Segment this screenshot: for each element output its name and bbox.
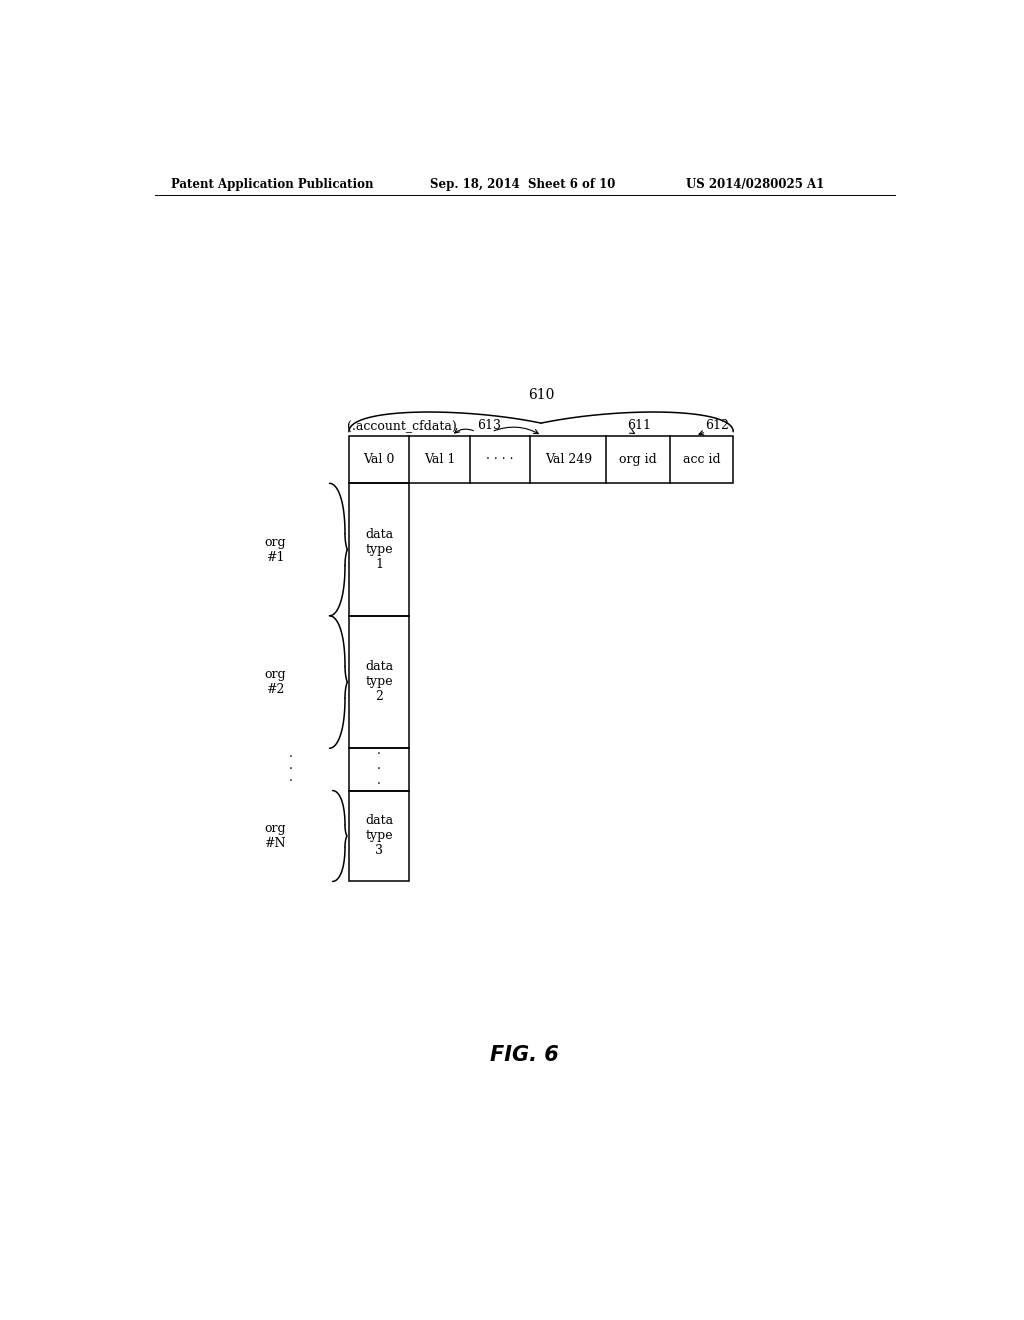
Text: Val 249: Val 249 [545,453,592,466]
Text: data
type
2: data type 2 [365,660,393,704]
Text: ·
·
·: · · · [377,748,381,791]
Text: data
type
1: data type 1 [365,528,393,572]
Text: org
#2: org #2 [264,668,286,696]
Text: US 2014/0280025 A1: US 2014/0280025 A1 [686,178,824,190]
Text: 610: 610 [528,388,554,401]
Bar [349,791,410,882]
Text: Patent Application Publication: Patent Application Publication [171,178,373,190]
Bar [349,483,410,615]
Text: data
type
3: data type 3 [365,814,393,858]
Text: 611: 611 [627,418,651,432]
Text: Val 0: Val 0 [364,453,395,466]
Bar [349,615,410,748]
Bar [349,748,410,791]
Text: org
#N: org #N [264,822,286,850]
Bar [349,436,733,483]
Text: 613: 613 [477,418,502,432]
Text: acc id: acc id [683,453,720,466]
Text: org
#1: org #1 [264,536,286,564]
Text: (.account_cfdata): (.account_cfdata) [347,418,457,432]
Text: FIG. 6: FIG. 6 [490,1045,559,1065]
Text: org id: org id [620,453,656,466]
Text: Sep. 18, 2014  Sheet 6 of 10: Sep. 18, 2014 Sheet 6 of 10 [430,178,615,190]
Text: Val 1: Val 1 [424,453,456,466]
Text: ·
·
·: · · · [289,751,293,788]
Text: · · · ·: · · · · [486,453,514,466]
Text: 612: 612 [705,418,728,432]
